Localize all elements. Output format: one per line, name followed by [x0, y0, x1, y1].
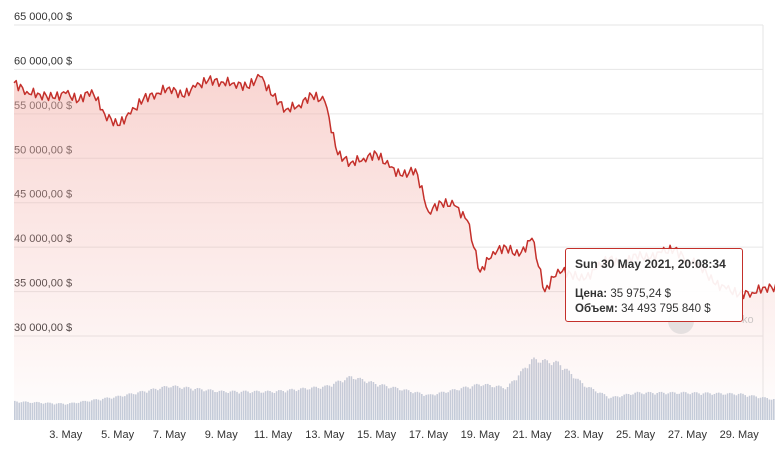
x-tick-label: 3. May [49, 429, 83, 441]
tooltip-price-value: 35 975,24 $ [610, 288, 672, 300]
x-tick-label: 29. May [720, 429, 760, 441]
tooltip-volume-row: Объем: 34 493 795 840 $ [575, 302, 733, 317]
tooltip-price-row: Цена: 35 975,24 $ [575, 287, 733, 302]
y-tick-label: 60 000,00 $ [14, 55, 72, 67]
x-tick-label: 27. May [668, 429, 708, 441]
x-tick-label: 9. May [205, 429, 239, 441]
watermark-text: ko [742, 314, 754, 326]
x-tick-label: 19. May [461, 429, 501, 441]
x-tick-label: 13. May [305, 429, 345, 441]
chart-tooltip: Sun 30 May 2021, 20:08:34 Цена: 35 975,2… [565, 248, 743, 322]
price-area-fill [14, 74, 775, 420]
tooltip-volume-label: Объем: [575, 303, 618, 315]
tooltip-price-label: Цена: [575, 288, 608, 300]
x-tick-label: 17. May [409, 429, 449, 441]
tooltip-volume-value: 34 493 795 840 $ [621, 303, 711, 315]
x-tick-label: 21. May [512, 429, 552, 441]
x-axis: 3. May 5. May 7. May 9. May 11. May 13. May 15… [49, 429, 759, 441]
x-tick-label: 5. May [101, 429, 135, 441]
x-tick-label: 23. May [564, 429, 604, 441]
x-tick-label: 7. May [153, 429, 187, 441]
x-tick-label: 15. May [357, 429, 397, 441]
y-tick-label: 65 000,00 $ [14, 11, 72, 23]
tooltip-date: Sun 30 May 2021, 20:08:34 [575, 257, 726, 271]
x-tick-label: 11. May [254, 429, 293, 441]
x-tick-label: 25. May [616, 429, 656, 441]
